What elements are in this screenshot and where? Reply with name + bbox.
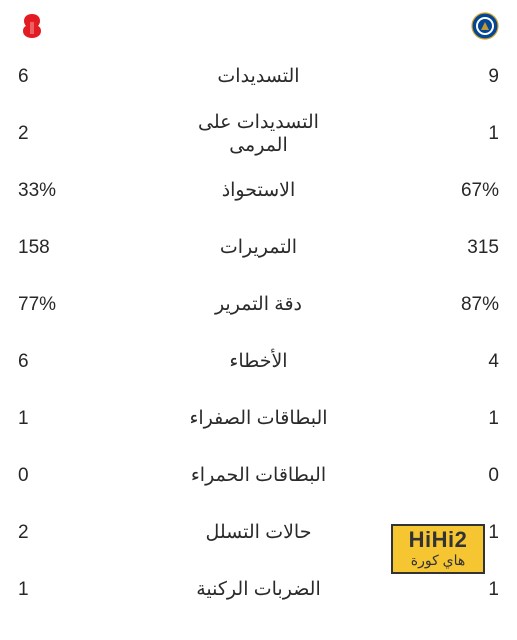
stat-label: الأخطاء bbox=[178, 350, 338, 373]
stat-label: الاستحواذ bbox=[178, 179, 338, 202]
watermark-bottom: هاي كورة bbox=[411, 553, 466, 568]
table-row: 33% الاستحواذ 67% bbox=[0, 162, 517, 219]
stat-label: التسديدات على المرمى bbox=[178, 111, 338, 157]
stat-label: التمريرات bbox=[178, 236, 338, 259]
table-row: 1 البطاقات الصفراء 1 bbox=[0, 390, 517, 447]
away-value: 87% bbox=[339, 294, 499, 316]
away-value: 315 bbox=[339, 237, 499, 259]
home-team-badge-icon bbox=[18, 12, 46, 40]
away-value: 9 bbox=[339, 66, 499, 88]
away-value: 67% bbox=[339, 180, 499, 202]
stat-label: دقة التمرير bbox=[178, 293, 338, 316]
home-value: 6 bbox=[18, 351, 178, 373]
stat-label: البطاقات الصفراء bbox=[178, 407, 338, 430]
away-value: 1 bbox=[339, 408, 499, 430]
table-row: 77% دقة التمرير 87% bbox=[0, 276, 517, 333]
away-value: 4 bbox=[339, 351, 499, 373]
away-value: 1 bbox=[339, 123, 499, 145]
home-value: 158 bbox=[18, 237, 178, 259]
stat-label: الضربات الركنية bbox=[178, 578, 338, 601]
stat-label: التسديدات bbox=[178, 65, 338, 88]
stat-label: حالات التسلل bbox=[178, 521, 338, 544]
home-value: 33% bbox=[18, 180, 178, 202]
table-row: 6 الأخطاء 4 bbox=[0, 333, 517, 390]
stats-screen: 6 التسديدات 9 2 التسديدات على المرمى 1 3… bbox=[0, 0, 517, 640]
table-row: 6 التسديدات 9 bbox=[0, 48, 517, 105]
away-value: 0 bbox=[339, 465, 499, 487]
table-row: 2 التسديدات على المرمى 1 bbox=[0, 105, 517, 162]
home-value: 6 bbox=[18, 66, 178, 88]
header-row bbox=[0, 0, 517, 48]
stat-label: البطاقات الحمراء bbox=[178, 464, 338, 487]
watermark-badge: HiHi2 هاي كورة bbox=[391, 524, 485, 574]
away-value: 1 bbox=[339, 579, 499, 601]
table-row: 158 التمريرات 315 bbox=[0, 219, 517, 276]
home-value: 1 bbox=[18, 408, 178, 430]
home-value: 77% bbox=[18, 294, 178, 316]
home-value: 2 bbox=[18, 522, 178, 544]
watermark-top: HiHi2 bbox=[409, 529, 468, 551]
home-value: 2 bbox=[18, 123, 178, 145]
home-value: 1 bbox=[18, 579, 178, 601]
away-team-badge-icon bbox=[471, 12, 499, 40]
table-row: 0 البطاقات الحمراء 0 bbox=[0, 447, 517, 504]
home-value: 0 bbox=[18, 465, 178, 487]
